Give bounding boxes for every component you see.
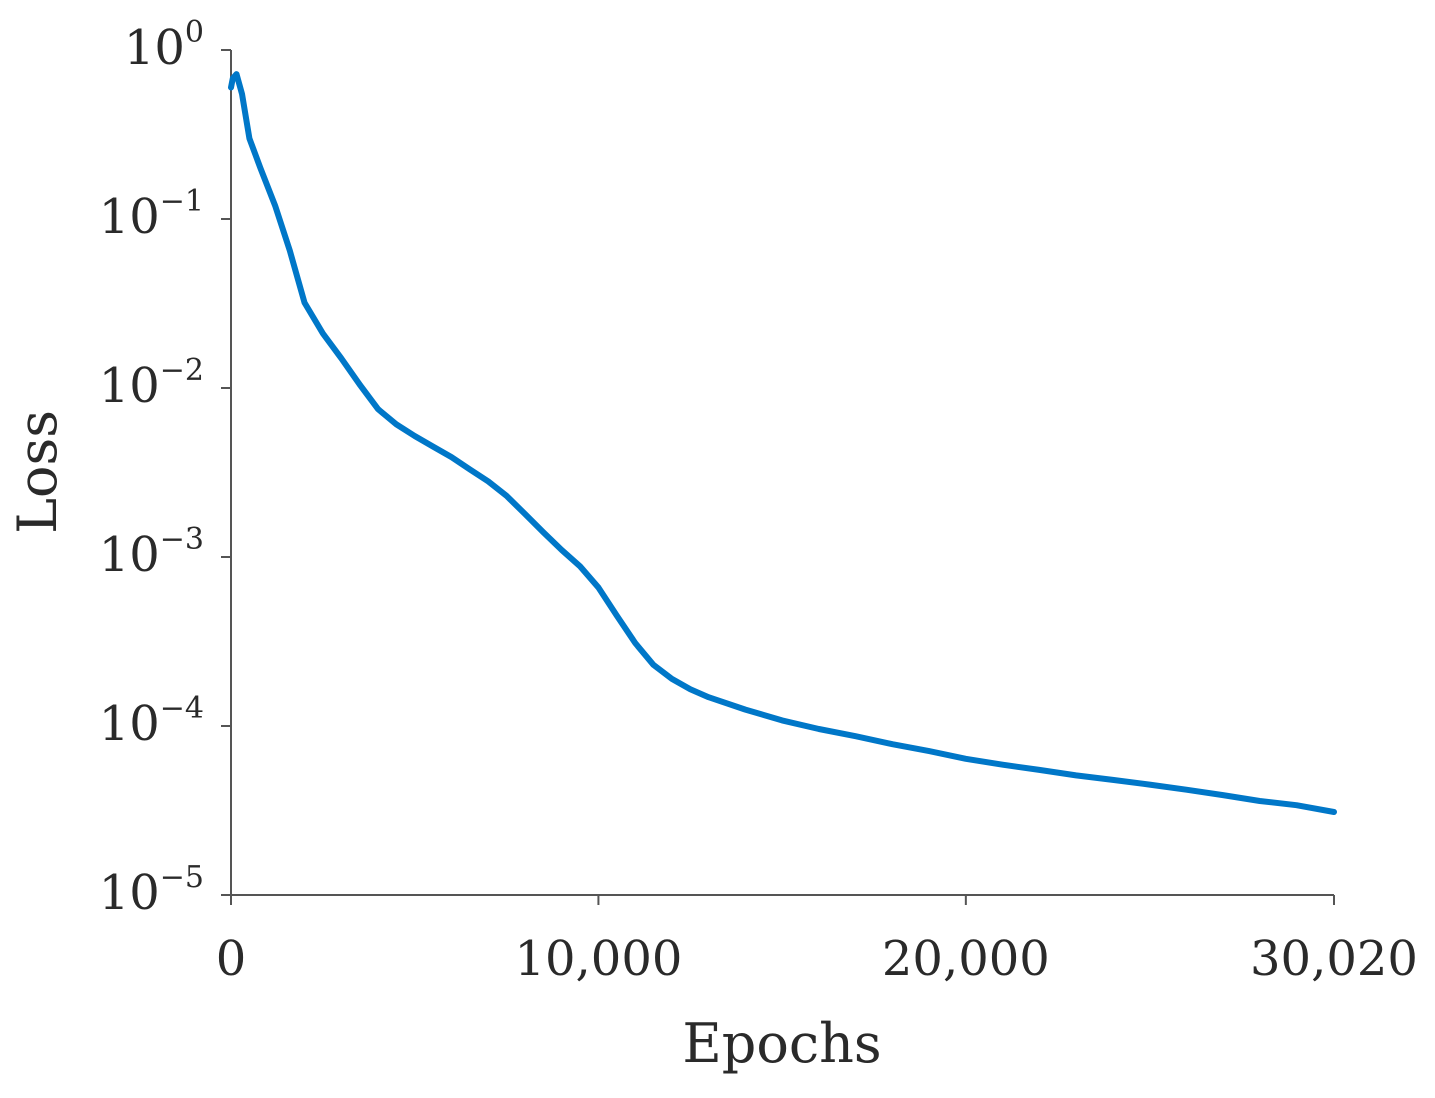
axes (230, 50, 1334, 896)
y-tick-label-exponent: −5 (160, 860, 204, 895)
y-tick-label: 10−5 (99, 860, 204, 921)
x-tick-label: 30,020 (1250, 931, 1418, 987)
y-tick-label-base: 10 (124, 20, 185, 76)
x-tick-label: 20,000 (882, 931, 1050, 987)
y-tick-label-exponent: −3 (160, 522, 204, 557)
y-tick-label: 10−4 (99, 691, 204, 752)
y-tick-label-base: 10 (99, 358, 160, 414)
y-tick-label: 10−2 (99, 353, 204, 414)
y-tick-label: 10−3 (99, 522, 204, 583)
x-ticks: 0 10,000 20,000 30,020 (216, 895, 1418, 987)
x-axis-title: Epochs (682, 1012, 881, 1075)
y-axis-title: Loss (6, 410, 69, 534)
y-tick-label-exponent: −4 (160, 691, 204, 726)
y-tick-label: 100 (124, 15, 204, 76)
y-tick-label-exponent: −1 (160, 184, 204, 219)
y-tick-label-base: 10 (99, 189, 160, 245)
x-tick-label: 10,000 (514, 931, 682, 987)
series-group (228, 71, 1337, 815)
x-tick-label: 0 (216, 931, 247, 987)
y-tick-label-base: 10 (99, 696, 160, 752)
y-tick-label-exponent: −2 (160, 353, 204, 388)
y-tick-label-base: 10 (99, 865, 160, 921)
y-tick-label: 10−1 (99, 184, 204, 245)
y-tick-label-exponent: 0 (185, 15, 204, 50)
loss-series-line (228, 71, 1337, 815)
y-tick-label-base: 10 (99, 527, 160, 583)
